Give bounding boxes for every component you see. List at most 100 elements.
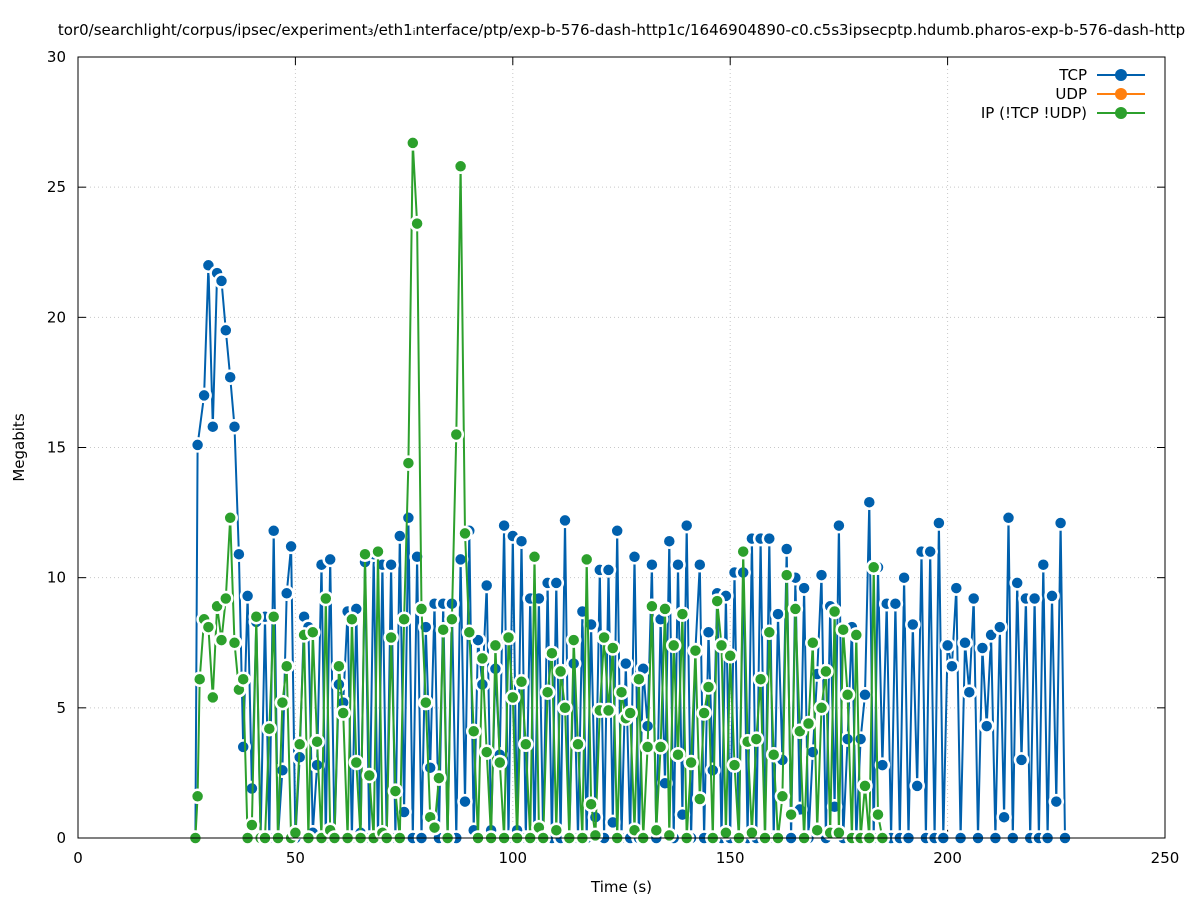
data-point [505,689,521,706]
x-axis-label: Time (s) [590,878,652,896]
data-point [648,822,665,838]
data-point [435,621,451,638]
data-point [787,601,804,617]
data-point [978,718,995,734]
data-point [218,590,234,607]
data-point [213,632,230,648]
data-point [222,510,238,526]
data-point [548,822,565,838]
data-point [957,635,973,651]
data-point [992,619,1008,635]
data-point [800,715,817,732]
data-point [413,601,430,617]
axis-ticks: 0 50 100 150 200 250 0 5 10 15 20 25 30 [47,48,1179,867]
data-point [539,684,556,700]
data-point [274,762,291,779]
data-point [1026,590,1043,607]
legend-swatch-marker [1115,69,1127,81]
data-point [513,533,530,549]
data-point [700,624,717,641]
data-point [383,629,399,646]
data-point [818,663,834,680]
data-point [452,158,469,175]
series-line [194,141,884,839]
data-point [726,757,743,773]
data-point [526,549,543,565]
data-point [244,817,260,833]
data-point [291,736,308,753]
data-point [405,135,421,151]
data-point [761,624,778,641]
data-point [492,754,508,771]
data-point [344,611,360,628]
data-point [931,515,947,531]
data-point [518,736,534,753]
data-point [713,637,730,654]
data-point [222,369,238,385]
data-point [461,624,478,641]
data-point [870,806,886,823]
data-point [700,679,717,695]
data-point [939,637,956,654]
data-point [722,648,738,664]
data-point [557,700,573,716]
data-point [274,694,291,711]
data-point [348,754,365,771]
data-point [278,585,295,602]
data-point [961,684,978,700]
data-point [552,663,569,680]
data-point [1044,588,1060,604]
data-point [605,640,621,656]
data-point [587,827,604,844]
data-point [696,705,712,721]
legend-swatch-marker [1115,88,1127,100]
data-point [583,796,599,812]
chart-title: tor0/searchlight/corpus/ipsec/experiment… [58,21,1185,39]
data-point [400,455,417,471]
data-point [265,608,282,625]
data-point [905,616,921,633]
data-point [613,684,630,700]
data-point [744,825,760,841]
data-point [813,567,830,583]
y-tick-label: 30 [47,48,66,66]
data-point [322,551,338,568]
data-point [309,733,325,750]
data-point [661,827,678,844]
data-point [218,322,234,339]
data-point [1052,515,1069,531]
data-point [670,556,686,573]
data-point [887,595,904,612]
y-axis-label: Megabits [10,413,28,481]
x-tick-label: 100 [498,849,527,867]
data-point [896,569,912,586]
data-point [226,635,243,651]
data-point [565,632,582,648]
data-point [683,754,699,771]
data-point [839,731,856,747]
data-point [205,418,221,435]
data-point [639,739,656,755]
data-point [448,426,465,443]
data-point [548,575,565,591]
data-point [944,658,960,674]
data-point [652,739,669,755]
data-point [609,523,625,539]
data-point [318,590,334,607]
data-point [205,689,221,706]
data-point [665,637,682,654]
data-point [861,494,878,510]
data-point [278,658,295,674]
data-point [231,546,247,562]
data-point [478,577,495,594]
data-point [213,273,230,289]
data-point [1000,510,1017,526]
legend-item: UDP [1055,85,1145,103]
data-point [496,517,512,534]
data-point [392,528,408,544]
x-tick-label: 200 [933,849,962,867]
data-point [778,567,795,583]
data-point [248,608,265,625]
y-tick-label: 20 [47,308,66,326]
